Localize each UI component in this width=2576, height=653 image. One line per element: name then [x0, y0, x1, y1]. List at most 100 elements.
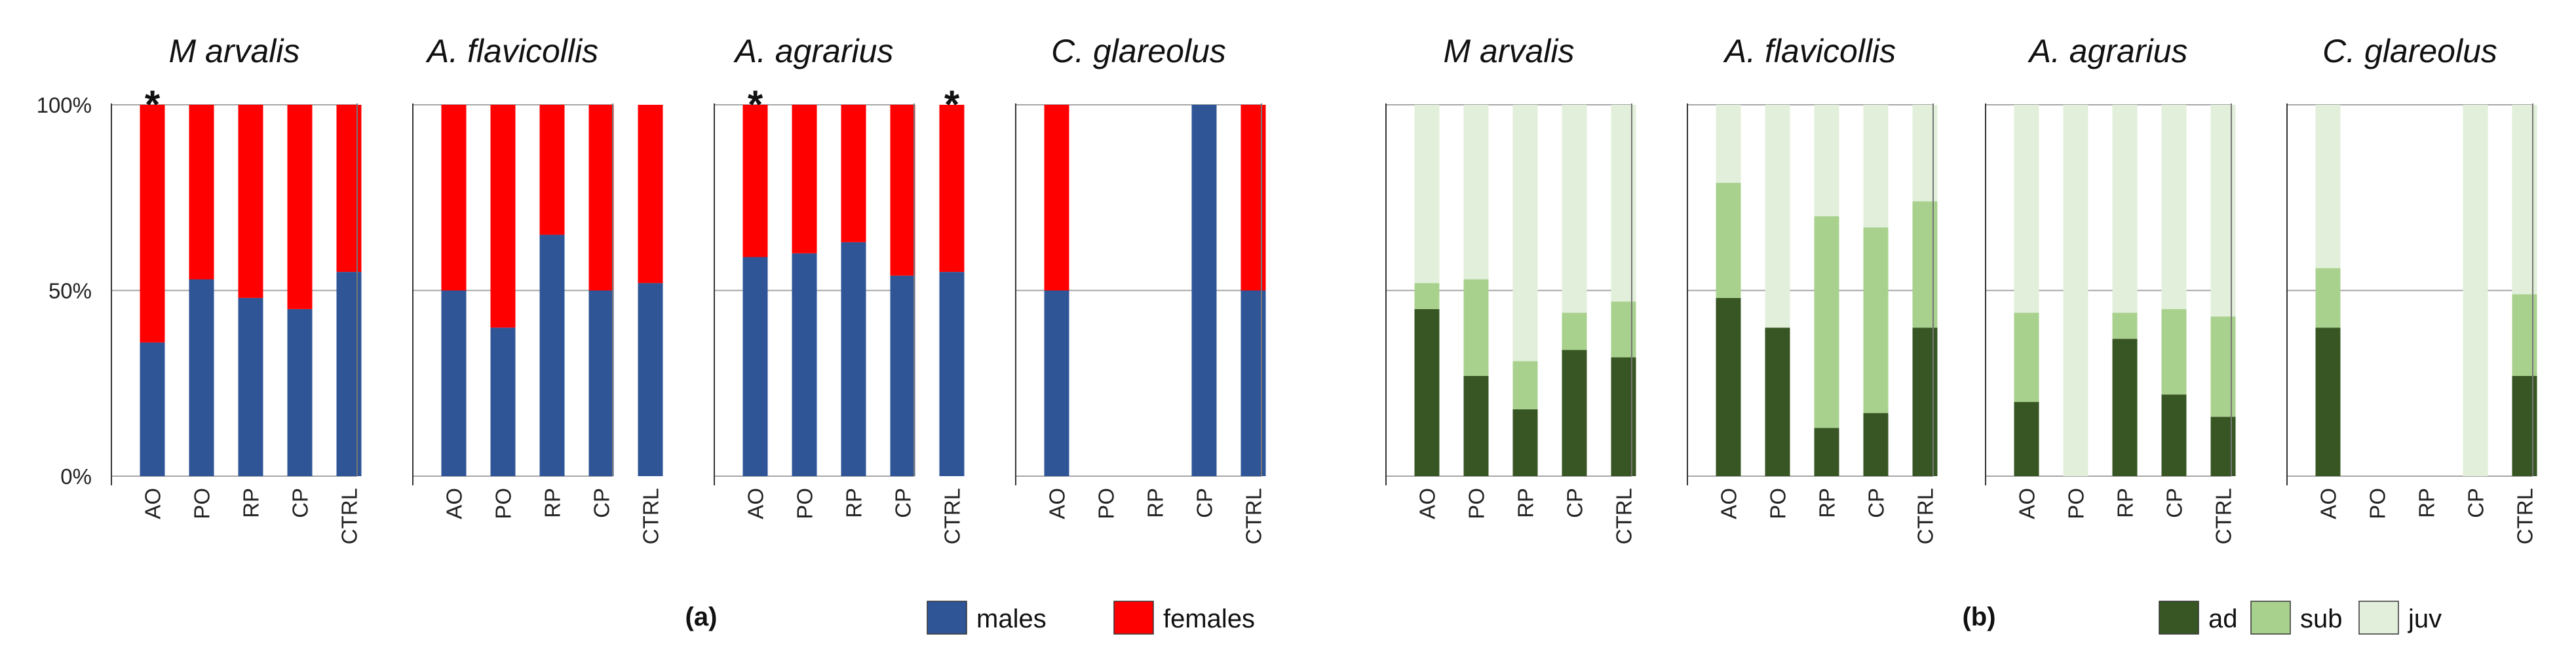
chart0-a-agrarius-bar-po-males [792, 253, 817, 476]
chart1-a-flavicollis-xtick-cp: CP [1864, 488, 1889, 518]
chart0-m-arvalis-xtick-ao: AO [141, 488, 165, 519]
chart0-a-agrarius-xtick-rp: RP [842, 488, 866, 518]
chart0-legend-label-males: males [976, 605, 1047, 633]
chart0-a-agrarius-bar-ctrl-males [939, 272, 965, 476]
chart1-legend-swatch-juv [2358, 601, 2399, 635]
chart0-a-agrarius-star-ctrl: * [944, 83, 960, 126]
chart0-a-flavicollis-xtick-ctrl: CTRL [639, 488, 663, 544]
chart1-a-agrarius-bar-ao-ad [2014, 401, 2039, 476]
chart0-a-flavicollis-bar-ao-females [441, 105, 467, 291]
chart1-a-flavicollis-bar-ao-ad [1716, 297, 1741, 476]
chart0-c-glareolus-title: C. glareolus [1051, 33, 1226, 69]
chart1-a-flavicollis-bar-ao-sub [1716, 183, 1741, 298]
chart0-c-glareolus-xtick-rp: RP [1144, 488, 1168, 518]
chart1-legend-swatch-ad [2159, 601, 2199, 635]
chart0-c-glareolus-xtick-ctrl: CTRL [1242, 488, 1266, 544]
chart1-legend-swatch-sub [2250, 601, 2291, 635]
chart1-c-glareolus-xtick-po: PO [2366, 488, 2390, 519]
chart0-m-arvalis-xtick-po: PO [190, 488, 214, 519]
chart1-a-flavicollis-bar-cp-juv [1863, 105, 1889, 228]
chart1-a-agrarius-xtick-po: PO [2064, 488, 2088, 519]
chart1-a-agrarius-xtick-cp: CP [2163, 488, 2187, 518]
chart1-m-arvalis-bar-cp-juv [1562, 105, 1587, 313]
chart0-a-agrarius-xtick-ao: AO [744, 488, 768, 519]
chart1-m-arvalis-bar-rp-sub [1512, 361, 1538, 409]
chart1-m-arvalis-xtick-po: PO [1465, 488, 1489, 519]
chart0-m-arvalis-bar-rp-females [238, 105, 263, 298]
chart1-m-arvalis-bar-rp-ad [1512, 409, 1538, 476]
chart0-m-arvalis-xtick-cp: CP [288, 488, 313, 518]
chart1-a-agrarius-xtick-ao: AO [2015, 488, 2039, 519]
chart1-a-agrarius-bar-cp-sub [2161, 308, 2187, 395]
chart1-a-flavicollis-xtick-ctrl: CTRL [1913, 488, 1938, 544]
chart1-a-agrarius-bar-po-juv [2063, 105, 2088, 476]
chart1-a-flavicollis-bar-ao-juv [1716, 105, 1741, 183]
chart0-a-flavicollis-bar-cp-males [588, 290, 614, 476]
chart0-a-flavicollis-xtick-po: PO [491, 488, 516, 519]
chart0-a-agrarius-xtick-cp: CP [891, 488, 915, 518]
chart0-a-flavicollis-bar-ao-males [441, 290, 467, 476]
chart1-c-glareolus-xtick-ao: AO [2316, 488, 2341, 519]
chart1-m-arvalis-bar-ao-juv [1414, 105, 1440, 284]
chart1-c-glareolus-xtick-ctrl: CTRL [2513, 488, 2537, 544]
chart1-a-agrarius-bar-cp-ad [2161, 394, 2187, 476]
chart1-a-agrarius-bar-ao-juv [2014, 105, 2039, 313]
chart1-c-glareolus-bar-ao-sub [2315, 268, 2341, 328]
chart1-c-glareolus-bar-cp-juv [2463, 105, 2488, 476]
chart0-a-agrarius-bar-ctrl-females [939, 105, 965, 272]
chart0-a-flavicollis-xtick-cp: CP [590, 488, 614, 518]
chart0-m-arvalis-bar-rp-males [238, 297, 263, 476]
chart1-a-agrarius-bar-rp-sub [2112, 312, 2138, 339]
chart0-a-flavicollis-bar-cp-females [588, 105, 614, 291]
chart0-m-arvalis-bar-cp-males [287, 308, 313, 476]
chart0-a-agrarius-bar-cp-females [890, 105, 915, 276]
chart0-m-arvalis-bar-ao-females [140, 105, 165, 343]
chart1-legend-label-ad: ad [2208, 605, 2238, 633]
chart1-legend-label-sub: sub [2300, 605, 2343, 633]
chart1-a-flavicollis-xtick-ao: AO [1717, 488, 1741, 519]
chart0-a-flavicollis-bar-po-females [490, 105, 516, 328]
chart0-a-agrarius-bar-po-females [792, 105, 817, 253]
chart0-c-glareolus-xtick-po: PO [1094, 488, 1119, 519]
chart0-c-glareolus-bar-ao-males [1044, 290, 1069, 476]
chart0-a-flavicollis-xtick-ao: AO [442, 488, 467, 519]
chart0-legend-swatch-males [927, 601, 967, 635]
chart1-c-glareolus-title: C. glareolus [2322, 33, 2497, 69]
chart1-m-arvalis-bar-cp-sub [1562, 312, 1587, 350]
chart1-c-glareolus-bar-ao-ad [2315, 327, 2341, 476]
chart1-a-flavicollis-xtick-rp: RP [1815, 488, 1839, 518]
chart0-c-glareolus-bar-ao-females [1044, 105, 1069, 291]
chart1-m-arvalis-bar-ao-ad [1414, 308, 1440, 476]
chart1-m-arvalis-bar-po-ad [1463, 375, 1489, 476]
chart0-m-arvalis-bar-ao-males [140, 342, 165, 476]
chart0-a-agrarius-bar-cp-males [890, 275, 915, 476]
chart1-a-flavicollis-bar-po-juv [1765, 105, 1790, 328]
chart1-a-agrarius-bar-cp-juv [2161, 105, 2187, 309]
chart1-c-glareolus-bar-ao-juv [2315, 105, 2341, 269]
chart0-a-flavicollis-xtick-rp: RP [541, 488, 565, 518]
chart1-a-agrarius-bar-ao-sub [2014, 312, 2039, 402]
chart1-a-flavicollis-bar-rp-ad [1814, 428, 1839, 476]
chart1-m-arvalis-xtick-rp: RP [1514, 488, 1538, 518]
chart0-a-flavicollis-bar-po-males [490, 327, 516, 476]
chart0-m-arvalis-xtick-rp: RP [239, 488, 263, 518]
chart1-m-arvalis-bar-po-juv [1463, 105, 1489, 280]
chart0-m-arvalis-star-ao: * [145, 83, 161, 126]
chart0-a-flavicollis-bar-ctrl-males [638, 283, 663, 476]
chart0-a-flavicollis-title: A. flavicollis [425, 33, 598, 69]
chart1-m-arvalis-bar-rp-juv [1512, 105, 1538, 362]
chart0-a-agrarius-title: A. agrarius [733, 33, 894, 69]
chart1-c-glareolus-xtick-cp: CP [2464, 488, 2488, 518]
chart0-m-arvalis-bar-po-males [189, 279, 214, 476]
chart1-a-flavicollis-bar-rp-sub [1814, 216, 1839, 428]
chart1-a-flavicollis-xtick-po: PO [1766, 488, 1790, 519]
chart0-legend-label-females: females [1163, 605, 1255, 633]
chart1-m-arvalis-xtick-ao: AO [1415, 488, 1440, 519]
chart1-a-agrarius-bar-rp-ad [2112, 339, 2138, 476]
chart1-a-agrarius-xtick-rp: RP [2113, 488, 2138, 518]
chart0-m-arvalis-bar-po-females [189, 105, 214, 280]
chart0-a-agrarius-xtick-ctrl: CTRL [940, 488, 965, 544]
chart1-a-flavicollis-bar-po-ad [1765, 327, 1790, 476]
chart1-a-flavicollis-bar-cp-ad [1863, 413, 1889, 476]
